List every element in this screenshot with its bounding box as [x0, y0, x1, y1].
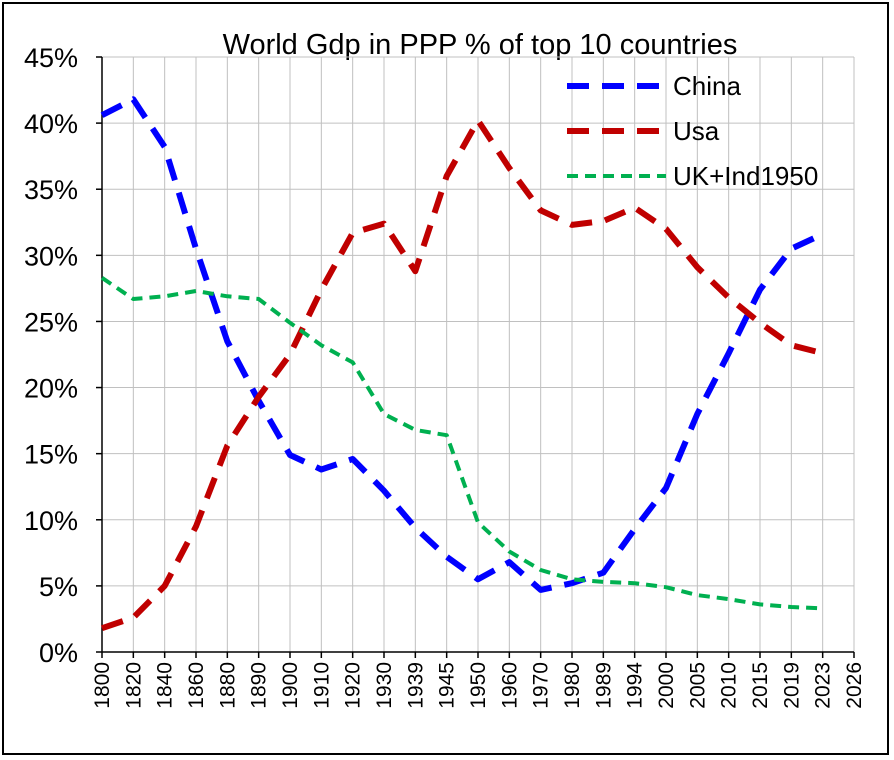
- y-tick-label: 10%: [24, 506, 78, 536]
- x-tick-label: 1800: [91, 662, 114, 709]
- x-tick-label: 1945: [436, 662, 459, 709]
- x-tick-label: 1920: [342, 662, 365, 709]
- x-tick-label: 1880: [216, 662, 239, 709]
- x-tick-label: 1820: [122, 662, 145, 709]
- x-tick-label: 2019: [780, 662, 803, 709]
- y-tick-label: 30%: [24, 241, 78, 271]
- legend-label: China: [673, 71, 741, 101]
- chart-title: World Gdp in PPP % of top 10 countries: [223, 29, 738, 61]
- x-tick-label: 2005: [686, 662, 709, 709]
- x-tick-labels: 1800 1820 1840 1860 1880 1890 1900 1910 1920 1930…: [91, 662, 866, 709]
- y-tick-labels: 0% 5% 10% 15% 20% 25% 30% 35% 40% 45%: [24, 43, 78, 668]
- x-tick-label: 1989: [592, 662, 615, 709]
- y-tick-label: 0%: [39, 638, 78, 668]
- y-tick-label: 40%: [24, 109, 78, 139]
- x-tick-label: 1980: [561, 662, 584, 709]
- x-tick-label: 2010: [718, 662, 741, 709]
- y-tick-label: 15%: [24, 440, 78, 470]
- y-tick-label: 25%: [24, 307, 78, 337]
- y-tick-label: 20%: [24, 374, 78, 404]
- x-tick-label: 1860: [185, 662, 208, 709]
- x-tick-label: 2015: [749, 662, 772, 709]
- x-tick-label: 1994: [624, 662, 647, 709]
- x-tick-label: 1900: [279, 662, 302, 709]
- x-tick-label: 2000: [655, 662, 678, 709]
- axes: [96, 56, 855, 658]
- series-line-0: [100, 96, 824, 593]
- series-line-2: [100, 276, 823, 611]
- x-tick-label: 1939: [404, 662, 427, 709]
- x-tick-label: 1960: [498, 662, 521, 709]
- x-tick-label: 1930: [373, 662, 396, 709]
- legend-label: Usa: [673, 116, 720, 146]
- y-tick-label: 35%: [24, 175, 78, 205]
- x-tick-label: 1910: [310, 662, 333, 709]
- x-tick-label: 1840: [154, 662, 177, 709]
- series-line-1: [101, 117, 824, 632]
- series-lines: [100, 96, 824, 632]
- y-tick-label: 5%: [39, 572, 78, 602]
- grid-lines: [102, 56, 855, 652]
- x-tick-label: 2023: [812, 662, 835, 709]
- x-tick-label: 2026: [843, 662, 866, 709]
- legend: China Usa UK+Ind1950: [567, 71, 818, 191]
- y-tick-label: 45%: [24, 43, 78, 73]
- x-tick-label: 1950: [467, 662, 490, 709]
- x-tick-label: 1890: [248, 662, 271, 709]
- legend-label: UK+Ind1950: [673, 161, 818, 191]
- x-tick-label: 1970: [530, 662, 553, 709]
